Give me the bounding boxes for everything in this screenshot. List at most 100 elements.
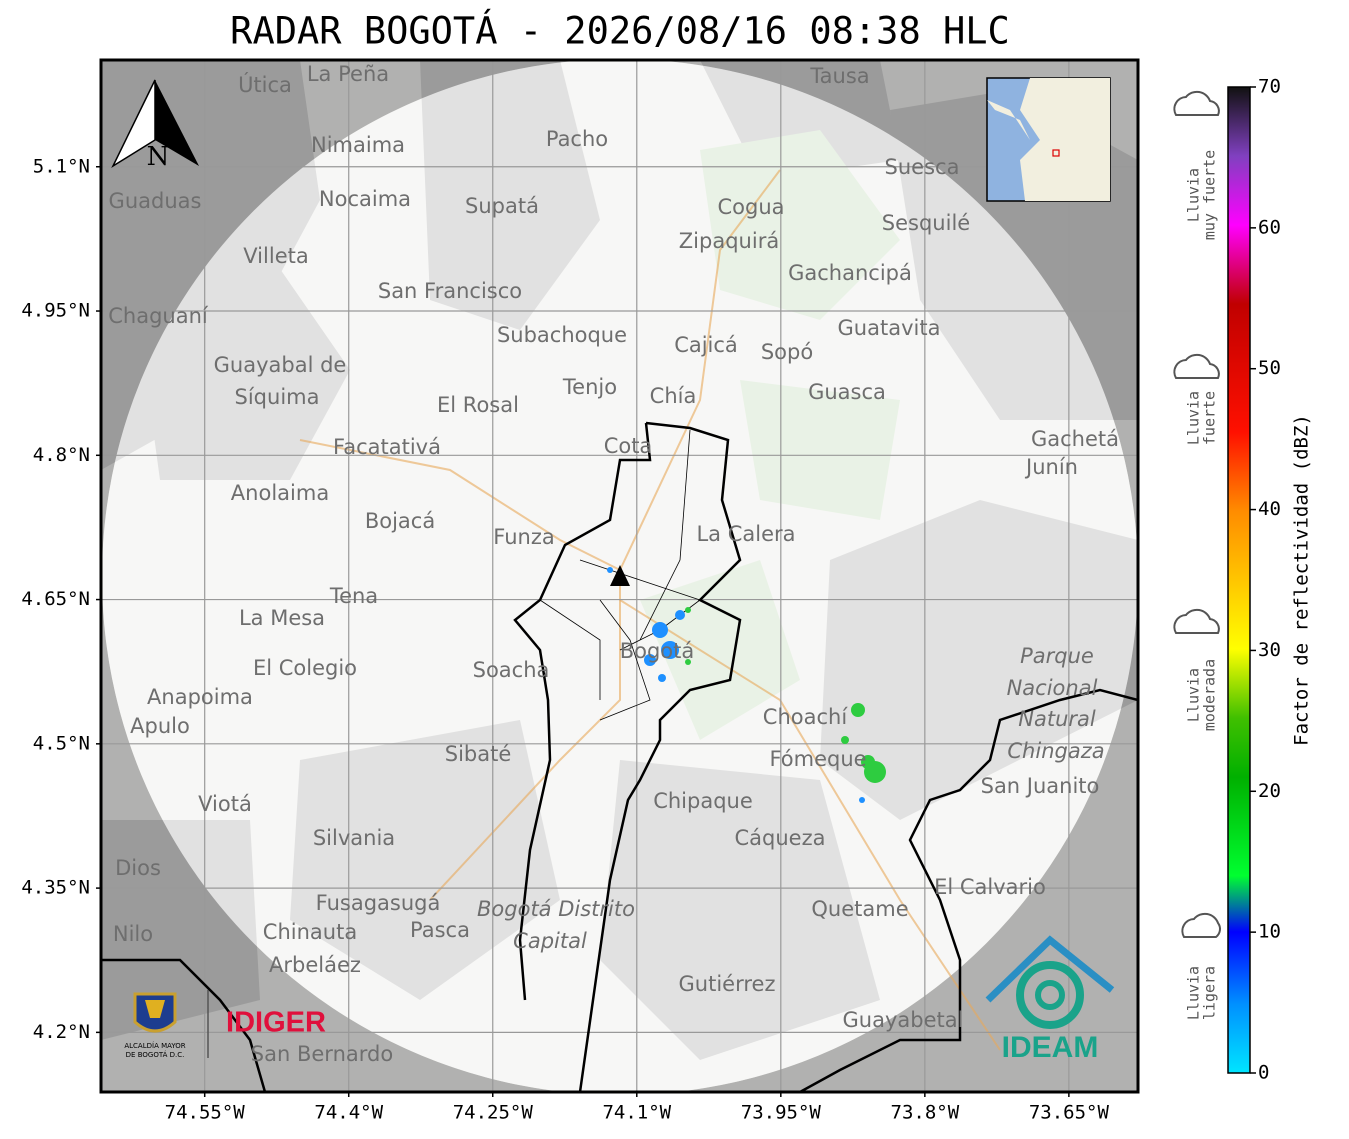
colorbar-tick-label: 70: [1258, 76, 1281, 98]
place-label: Chía: [650, 384, 697, 408]
x-tick-label: 73.95°W: [741, 1102, 822, 1124]
x-tick-label: 73.65°W: [1029, 1102, 1110, 1124]
place-label: Chinauta: [263, 920, 357, 944]
place-label: Apulo: [130, 714, 190, 738]
place-label: Útica: [238, 72, 292, 97]
place-label: Bogotá Distrito: [477, 897, 635, 921]
place-label: Sesquilé: [882, 211, 970, 235]
place-label: Anapoima: [147, 685, 253, 709]
rain-label: muy fuerte: [1201, 150, 1219, 240]
place-label: Cogua: [717, 195, 784, 219]
colorbar-tick-label: 30: [1258, 639, 1281, 661]
x-tick-label: 73.8°W: [891, 1102, 960, 1124]
place-label: Viotá: [198, 792, 252, 816]
place-label: San Francisco: [378, 279, 522, 303]
ideam-text: IDEAM: [1002, 1031, 1099, 1064]
y-tick-label: 4.35°N: [21, 877, 90, 899]
place-label: Tena: [329, 584, 378, 608]
rain-label: Lluvia: [1185, 668, 1203, 722]
place-label: El Colegio: [253, 656, 357, 680]
colorbar-tick-label: 10: [1258, 921, 1281, 943]
colorbar-tick-label: 50: [1258, 357, 1281, 379]
roads: [299, 169, 1001, 1051]
place-label: Parque: [1020, 644, 1094, 668]
colorbar-axis: 0 10 20 30 40 50 60 70: [1250, 76, 1281, 1084]
place-label: Fómeque: [769, 747, 866, 771]
y-tick-label: 4.65°N: [21, 588, 90, 610]
place-label: Pacho: [546, 127, 608, 151]
rain-label: ligera: [1201, 966, 1219, 1020]
radar-site: [610, 565, 630, 586]
place-label: Gachetá: [1031, 427, 1119, 451]
place-label: Nimaima: [311, 133, 405, 157]
place-label: Cota: [604, 434, 653, 458]
north-arrow: N: [111, 79, 199, 172]
rain-label: fuerte: [1201, 391, 1219, 445]
place-label: Síquima: [235, 385, 320, 409]
place-label: Sopó: [761, 340, 813, 364]
axes: 74.55°W 74.4°W 74.25°W 74.1°W 73.95°W 73.8°W 7…: [21, 155, 1109, 1123]
logo-text: ALCALDÍA MAYOR: [124, 1041, 185, 1050]
map-frame: [99, 58, 1140, 1094]
place-label: Sibaté: [445, 742, 512, 766]
place-label: Suesca: [885, 155, 960, 179]
place-label: Anolaima: [231, 481, 329, 505]
place-label: Bojacá: [365, 509, 435, 533]
rain-label: Lluvia: [1185, 168, 1203, 222]
place-label: Facatativá: [333, 435, 441, 459]
place-label: Guayabal de: [214, 353, 347, 377]
x-tick-label: 74.4°W: [314, 1102, 383, 1124]
colorbar-tick-label: 20: [1258, 780, 1281, 802]
place-label: Gutiérrez: [679, 972, 776, 996]
place-label: Chipaque: [653, 789, 753, 813]
colorbar: [1227, 86, 1251, 1074]
place-label: Natural: [1018, 707, 1096, 731]
place-label: Villeta: [243, 244, 308, 268]
ideam-logo: IDEAM: [985, 935, 1115, 1064]
place-label: La Mesa: [239, 606, 325, 630]
place-label: El Rosal: [437, 393, 519, 417]
place-label: Cajicá: [674, 333, 738, 357]
place-label: Nacional: [1007, 676, 1098, 700]
place-label: Cáqueza: [735, 826, 826, 850]
place-label: Gachancipá: [788, 261, 912, 285]
place-label: La Calera: [696, 522, 795, 546]
place-label: El Calvario: [934, 875, 1046, 899]
colorbar-tick-label: 40: [1258, 498, 1281, 520]
place-label: Tausa: [809, 64, 869, 88]
place-label: Supatá: [465, 194, 539, 218]
place-label: Chaguaní: [108, 304, 209, 328]
rain-label: Lluvia: [1185, 966, 1203, 1020]
idiger-logo: IDIGER: [226, 1007, 326, 1039]
title: RADAR BOGOTÁ - 2026/08/16 08:38 HLC: [230, 9, 1010, 53]
radar-echoes: [607, 567, 886, 803]
place-label: Quetame: [811, 897, 908, 921]
y-tick-label: 4.5°N: [33, 732, 90, 754]
y-tick-label: 4.2°N: [33, 1021, 90, 1043]
place-label: Silvania: [313, 826, 395, 850]
colorbar-tick-label: 0: [1258, 1062, 1269, 1084]
place-label: Soacha: [473, 658, 550, 682]
place-label: Guaduas: [109, 189, 202, 213]
x-tick-label: 74.1°W: [602, 1102, 671, 1124]
y-tick-label: 4.8°N: [33, 444, 90, 466]
rain-label: Lluvia: [1185, 391, 1203, 445]
map: La Peña Útica Tausa Pacho Nimaima Nocaim…: [101, 60, 1138, 1092]
y-tick-label: 5.1°N: [33, 155, 90, 177]
place-label: Guatavita: [838, 316, 941, 340]
x-tick-label: 74.25°W: [453, 1102, 534, 1124]
place-label: Choachí: [763, 705, 849, 729]
place-label: San Juanito: [981, 774, 1100, 798]
place-label: Nilo: [113, 922, 153, 946]
logo-text: DE BOGOTÁ D.C.: [126, 1050, 185, 1059]
rain-label: moderada: [1201, 659, 1219, 731]
place-label: Fusagasugá: [316, 891, 441, 915]
grid: [101, 60, 1138, 1092]
colorbar-label: Factor de reflectividad (dBZ): [1291, 414, 1313, 746]
place-labels: La Peña Útica Tausa Pacho Nimaima Nocaim…: [108, 62, 1119, 1066]
x-tick-label: 74.55°W: [165, 1102, 246, 1124]
place-label: Zipaquirá: [679, 229, 779, 253]
department-border: [101, 421, 1138, 1092]
place-label: Nocaima: [319, 187, 411, 211]
